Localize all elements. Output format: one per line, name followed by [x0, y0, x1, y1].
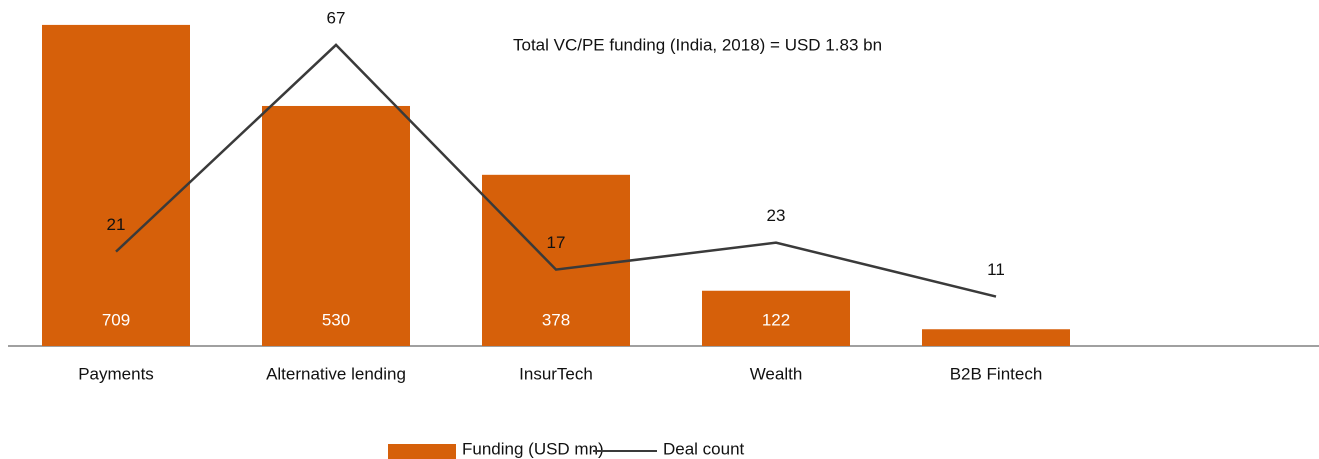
bar-value-label: 530: [322, 310, 350, 329]
bar: [922, 329, 1070, 346]
bar-value-label: 37: [987, 310, 1006, 329]
bar: [482, 174, 630, 346]
line-value-label: 21: [107, 215, 126, 234]
bar-value-label: 709: [102, 310, 130, 329]
annotation: Total VC/PE funding (India, 2018) = USD …: [513, 35, 882, 54]
x-tick-label: B2B Fintech: [950, 364, 1043, 383]
legend-label: Deal count: [663, 439, 745, 458]
bar: [702, 290, 850, 346]
line-value-label: 17: [547, 233, 566, 252]
line-value-label: 23: [767, 206, 786, 225]
bar: [262, 105, 410, 347]
line-value-label: 11: [987, 260, 1005, 279]
bar-value-label: 122: [762, 310, 790, 329]
bar-value-label: 378: [542, 310, 570, 329]
line: [115, 43, 997, 298]
x-tick-label: Payments: [78, 364, 154, 383]
legend-label: Funding (USD mn): [462, 439, 604, 458]
line-value-label: 67: [327, 8, 346, 27]
legend-swatch: [388, 444, 456, 459]
bar: [42, 24, 190, 346]
x-tick-label: Wealth: [750, 364, 803, 383]
x-tick-label: InsurTech: [519, 364, 593, 383]
x-tick-label: Alternative lending: [266, 364, 406, 383]
